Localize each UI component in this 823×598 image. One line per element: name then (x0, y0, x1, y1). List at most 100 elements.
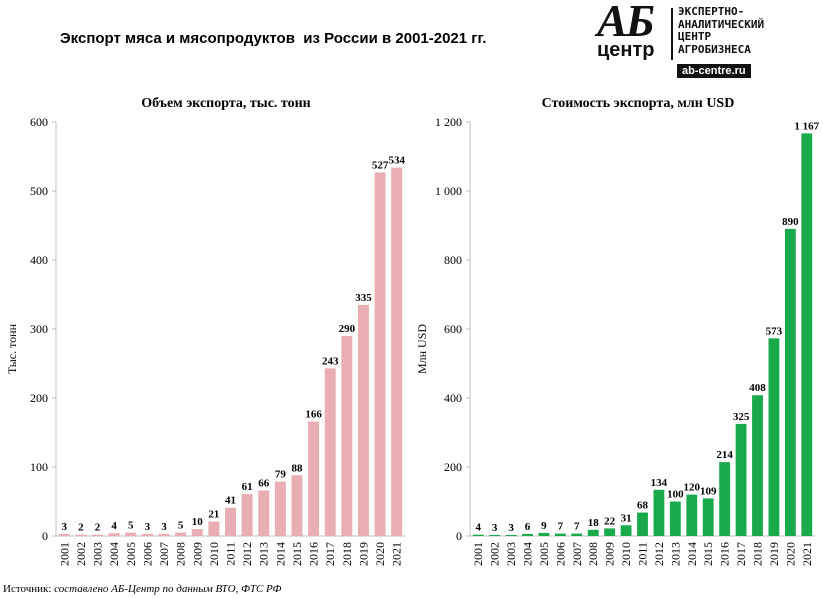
y-tick-label: 1 000 (435, 184, 462, 198)
x-tick-label: 2006 (553, 542, 567, 566)
bar (752, 395, 763, 536)
y-tick-label: 0 (42, 529, 48, 543)
logo-url[interactable]: ab-centre.ru (677, 64, 751, 78)
source-text: составлено АБ-Центр по данным ВТО, ФТС Р… (54, 583, 282, 595)
bar (554, 533, 566, 536)
data-label: 214 (716, 449, 733, 461)
data-label: 9 (541, 520, 547, 532)
x-tick-label: 2019 (767, 542, 781, 566)
bar (637, 512, 648, 536)
bar (489, 534, 501, 536)
x-tick-label: 2016 (718, 542, 732, 566)
x-tick-label: 2009 (190, 542, 204, 566)
data-label: 3 (492, 522, 498, 534)
x-tick-label: 2018 (340, 542, 354, 566)
data-label: 100 (667, 489, 684, 501)
x-tick-label: 2003 (91, 542, 105, 566)
data-label: 22 (604, 515, 616, 527)
y-tick-label: 800 (444, 253, 462, 267)
x-tick-label: 2010 (207, 542, 221, 566)
x-tick-label: 2020 (783, 542, 797, 566)
bar (719, 462, 731, 536)
bar (125, 532, 137, 536)
source-label: Источник: (3, 583, 52, 595)
bar (191, 529, 203, 536)
bar (208, 521, 220, 536)
data-label: 10 (192, 516, 204, 528)
bar (587, 529, 599, 536)
data-label: 31 (621, 512, 632, 524)
data-label: 534 (388, 155, 405, 167)
data-label: 166 (305, 408, 322, 420)
data-label: 3 (62, 521, 68, 533)
x-tick-label: 2019 (356, 542, 370, 566)
data-label: 79 (275, 468, 287, 480)
data-label: 3 (161, 521, 167, 533)
bar (357, 304, 369, 536)
bar (522, 533, 533, 536)
x-tick-label: 2007 (157, 542, 171, 566)
x-tick-label: 2009 (603, 542, 617, 566)
data-label: 1 167 (794, 120, 819, 132)
x-tick-label: 2004 (521, 542, 535, 566)
page-title: Экспорт мяса и мясопродуктов из России в… (60, 30, 487, 47)
bar (274, 481, 286, 536)
x-tick-label: 2015 (701, 542, 715, 566)
x-tick-label: 2002 (488, 542, 502, 566)
bar (108, 533, 120, 536)
data-label: 408 (749, 382, 766, 394)
bar (801, 133, 813, 536)
data-label: 290 (339, 323, 356, 335)
data-label: 5 (178, 520, 184, 532)
data-label: 243 (322, 355, 339, 367)
x-tick-label: 2008 (586, 542, 600, 566)
bar (538, 532, 550, 536)
logo-mark-top: АБ (597, 0, 655, 46)
data-label: 335 (355, 292, 372, 304)
data-label: 527 (372, 159, 389, 171)
x-tick-label: 2001 (57, 542, 71, 566)
y-tick-label: 200 (30, 391, 48, 405)
x-tick-label: 2001 (471, 542, 485, 566)
bar (604, 528, 616, 536)
bar (258, 490, 270, 536)
data-label: 7 (574, 521, 580, 533)
bar (175, 532, 187, 536)
x-tick-label: 2017 (323, 542, 337, 566)
data-label: 4 (111, 520, 117, 532)
x-tick-label: 2003 (504, 542, 518, 566)
data-label: 573 (766, 325, 783, 337)
logo-mark-bottom: центр (597, 39, 655, 61)
x-tick-label: 2021 (390, 542, 404, 566)
bar (75, 534, 87, 536)
data-label: 61 (242, 481, 253, 493)
x-tick-label: 2010 (619, 542, 633, 566)
x-tick-label: 2011 (224, 542, 238, 566)
x-tick-label: 2014 (685, 542, 699, 566)
logo-mark: АБ центр (595, 0, 667, 62)
x-tick-label: 2013 (257, 542, 271, 566)
data-label: 41 (225, 495, 236, 507)
x-tick-label: 2012 (652, 542, 666, 566)
x-tick-label: 2006 (140, 542, 154, 566)
data-label: 66 (258, 477, 270, 489)
y-tick-label: 400 (30, 253, 48, 267)
bar (735, 423, 747, 537)
chart-1: Объем экспорта, тыс. тонн Тыс. тонн 0 100 20… (5, 96, 405, 566)
data-label: 6 (525, 521, 531, 533)
data-label: 3 (145, 521, 151, 533)
bar (58, 533, 70, 536)
data-label: 68 (637, 500, 649, 512)
logo-line-1: ЭКСПЕРТНО- (678, 5, 745, 18)
bar (92, 534, 104, 536)
y-tick-label: 0 (456, 529, 462, 543)
x-tick-label: 2013 (668, 542, 682, 566)
bar (291, 475, 303, 536)
data-label: 7 (558, 521, 564, 533)
y-axis-label: Тыс. тонн (5, 323, 19, 374)
chart-title: Объем экспорта, тыс. тонн (141, 96, 311, 111)
y-tick-label: 1 200 (435, 115, 462, 129)
x-tick-label: 2014 (273, 542, 287, 566)
bar (472, 534, 484, 536)
